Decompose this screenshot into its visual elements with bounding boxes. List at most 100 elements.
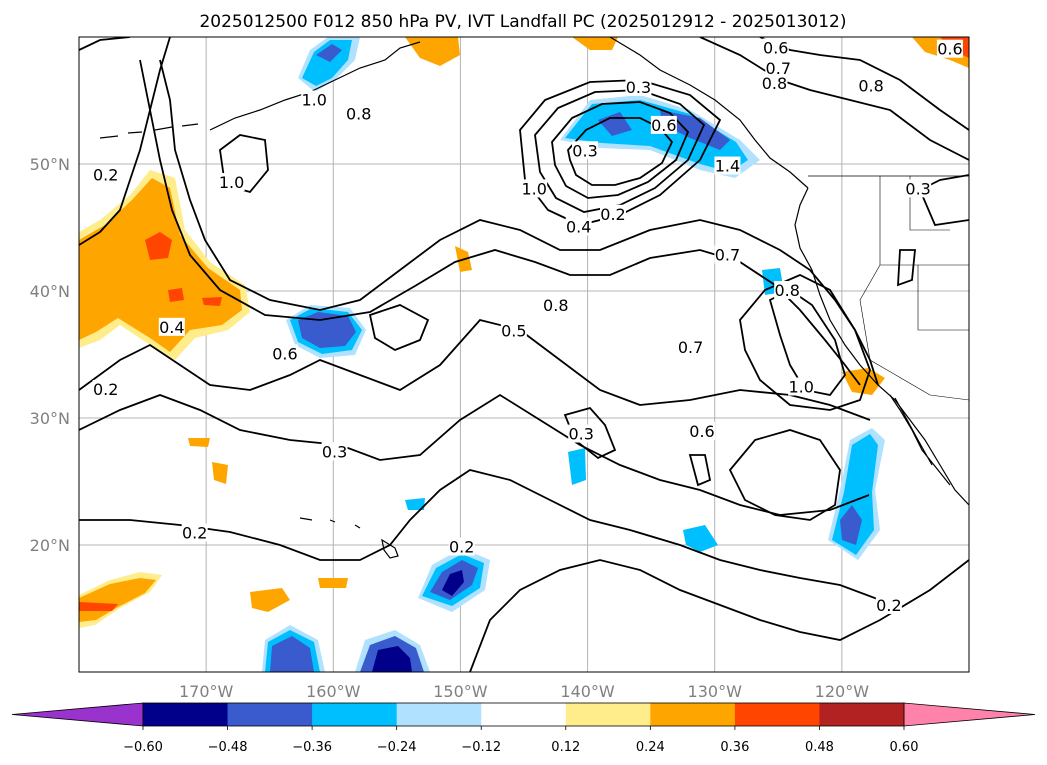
contour-labels: 0.2 1.0 0.8 1.0 0.3 1.0 0.4 0.2 0.3 0.6 0.6 0.7 0.8 0… <box>92 38 963 615</box>
colorbar-segment <box>650 703 736 726</box>
longitude-tick-label: 120°W <box>815 682 870 701</box>
colorbar-outline <box>142 702 905 727</box>
coastline-baja <box>889 394 951 486</box>
colorbar-segment <box>312 703 398 726</box>
colorbar-segment <box>565 703 651 726</box>
contour-label: 0.8 <box>543 296 568 315</box>
latitude-tick-labels: 20°N 30°N 40°N 50°N <box>30 155 70 555</box>
contour-label: 0.6 <box>689 422 714 441</box>
contour-label: 0.3 <box>905 179 930 198</box>
latitude-tick-label: 40°N <box>30 282 70 301</box>
contour-label: 0.2 <box>182 524 207 543</box>
pv-contour-14 <box>739 274 871 411</box>
colorbar-segment <box>227 703 313 726</box>
latitude-tick-label: 50°N <box>30 155 70 174</box>
pv-fill-orange-s3 <box>212 462 228 484</box>
contour-label-bg <box>568 424 595 443</box>
pv-fill-orange-s4 <box>188 438 210 447</box>
coastlines <box>99 37 969 559</box>
colorbar-tick-label: 0.48 <box>805 740 834 755</box>
colorbar-segment <box>481 703 567 726</box>
pv-fill-orange-north-1 <box>405 37 460 66</box>
contour-label: 0.5 <box>501 322 526 341</box>
contour-label: 0.4 <box>566 218 591 237</box>
contour-label: 0.2 <box>93 165 118 184</box>
contour-label-bg <box>761 73 788 92</box>
colorbar-segment <box>734 703 820 726</box>
contour-label-bg <box>181 523 208 542</box>
contour-label: 0.2 <box>600 205 625 224</box>
colorbar-tick-label: −0.12 <box>461 740 501 755</box>
contour-label: 1.0 <box>219 173 244 192</box>
colorbar-segment <box>396 703 482 726</box>
contour-label-bg <box>542 296 569 315</box>
contour-label: 0.2 <box>93 380 118 399</box>
contour-label-bg <box>714 156 741 175</box>
contour-label: 0.6 <box>763 38 788 57</box>
colorbar-tick-label: −0.24 <box>377 740 417 755</box>
pv-contour-2 <box>519 79 722 226</box>
contour-label-bg <box>158 317 185 336</box>
contour-label-bg <box>572 141 599 160</box>
contour-label: 0.7 <box>678 338 703 357</box>
contour-label-bg <box>765 58 792 77</box>
contour-label-bg <box>218 173 245 192</box>
pv-contour-15 <box>728 429 841 521</box>
contour-label-bg <box>565 217 592 236</box>
pv-contour-16 <box>688 454 712 487</box>
contour-label-bg <box>788 377 815 396</box>
pv-fill-orange-west-core <box>79 178 242 352</box>
colorbar-tick-label: −0.48 <box>208 740 248 755</box>
contour-label: 0.2 <box>876 596 901 615</box>
pv-fill-blue-sw-dark <box>270 636 314 672</box>
pv-contour-4 <box>551 101 690 199</box>
coastline-gulf-of-alaska <box>609 37 809 189</box>
contour-label: 0.8 <box>774 281 799 300</box>
colorbar-tick-label: 0.60 <box>890 740 919 755</box>
contour-label: 1.0 <box>301 91 326 110</box>
contour-label: 1.4 <box>715 157 740 176</box>
pv-contour-6 <box>159 59 879 386</box>
contour-label-bg <box>92 380 119 399</box>
longitude-tick-label: 150°W <box>433 682 488 701</box>
pv-contour-5 <box>567 117 674 186</box>
pv-fill-blue-baja-dark <box>840 505 862 545</box>
pv-positive-fill <box>79 37 969 628</box>
pv-contour-12 <box>368 304 430 352</box>
contour-label: 0.2 <box>449 538 474 557</box>
pv-fill-orange-s1 <box>250 588 290 612</box>
pv-contour-11 <box>469 559 969 672</box>
colorbar-tick-label: −0.36 <box>292 740 332 755</box>
latitude-tick-label: 20°N <box>30 536 70 555</box>
contour-label: 0.6 <box>272 345 297 364</box>
coastline-aleutians <box>99 123 199 139</box>
pv-fill-red-west-3 <box>202 297 222 306</box>
contour-label-bg <box>875 595 902 614</box>
latitude-tick-label: 30°N <box>30 409 70 428</box>
contour-label-bg <box>500 321 527 340</box>
contour-label-bg <box>345 104 372 123</box>
contour-label-bg <box>858 76 885 95</box>
longitude-tick-label: 160°W <box>306 682 361 701</box>
contour-label-bg <box>92 165 119 184</box>
pv-fill-red-west-2 <box>168 288 184 302</box>
state-borders <box>859 176 969 401</box>
pv-contour-19 <box>699 37 969 161</box>
contour-label: 1.0 <box>788 378 813 397</box>
pv-fill-blue-north-dark <box>316 44 342 62</box>
contour-label: 1.0 <box>521 179 546 198</box>
contour-label-bg <box>689 421 715 440</box>
contour-label: 0.8 <box>762 74 787 93</box>
contour-label: 0.6 <box>937 40 962 59</box>
pv-fill-orange-north-2 <box>572 37 618 50</box>
contour-label-bg <box>936 39 963 58</box>
colorbar-tick-label: 0.36 <box>720 740 749 755</box>
pv-contour-9 <box>79 393 870 516</box>
island-hawaii <box>299 517 399 559</box>
contour-label-bg <box>625 77 652 96</box>
longitude-tick-label: 140°W <box>560 682 615 701</box>
contour-label: 0.3 <box>572 141 597 160</box>
pv-contour-10 <box>79 469 901 601</box>
contour-label: 0.3 <box>626 78 651 97</box>
contour-label-bg <box>271 344 298 363</box>
